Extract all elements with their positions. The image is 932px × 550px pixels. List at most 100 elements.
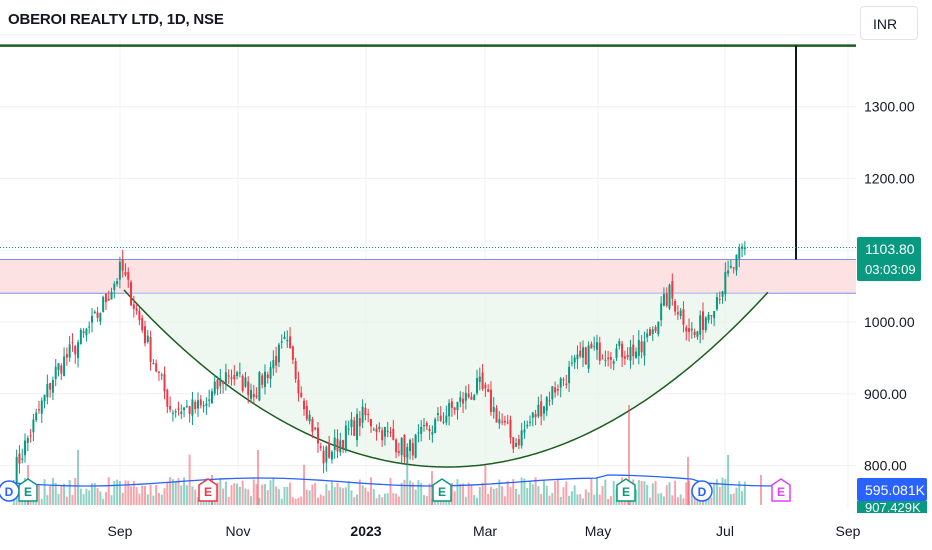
cup-fill (124, 290, 770, 467)
candle-body (258, 372, 261, 401)
candle-body (635, 351, 638, 358)
candle-body (180, 411, 183, 414)
volume-bar (344, 487, 347, 505)
volume-bar (660, 493, 663, 505)
candle-body (428, 428, 431, 432)
volume-bar (269, 480, 272, 505)
candle-body (333, 437, 336, 451)
candle-body (163, 374, 166, 392)
candle-body (537, 404, 540, 417)
candle-body (166, 389, 169, 407)
candle-body (735, 254, 738, 271)
candle-body (353, 420, 356, 436)
time-axis[interactable]: Sep Nov 2023 Mar May Jul Sep (108, 523, 861, 539)
volume-bar (548, 495, 551, 505)
volume-bar (654, 481, 657, 505)
candle-body (459, 397, 462, 402)
marker-letter: E (438, 485, 446, 499)
volume-bar (372, 489, 375, 505)
candle-body (297, 379, 300, 394)
volume-bar (280, 498, 283, 505)
candle-body (582, 347, 585, 358)
volume-bar (484, 465, 487, 505)
volume-bar (102, 498, 105, 505)
candle-body (205, 403, 208, 406)
volume-bar (258, 497, 261, 505)
candle-body (308, 414, 311, 422)
volume-bar (428, 483, 431, 505)
candle-body (406, 446, 409, 458)
candle-body (71, 342, 74, 344)
volume-bar (121, 492, 124, 505)
candle-body (473, 394, 476, 400)
volume-bar (369, 477, 372, 505)
cup-curve-line (123, 289, 769, 468)
candle-body (665, 293, 668, 306)
volume-bar (537, 486, 540, 505)
volume-bar (378, 494, 381, 505)
volume-bar (191, 486, 194, 505)
volume-bar (520, 477, 523, 505)
candle-body (289, 336, 292, 349)
currency-button[interactable]: INR (860, 6, 918, 40)
volume-bar (453, 491, 456, 505)
volume-bar (738, 481, 741, 505)
candle-body (682, 309, 685, 325)
volume-bar (300, 496, 303, 505)
price-tick-label: 1300.00 (864, 99, 915, 115)
candle-body (397, 451, 400, 453)
candle-body (718, 298, 721, 300)
earnings-marker: E (198, 478, 218, 502)
volume-bar (163, 488, 166, 505)
volume-bar (63, 483, 66, 505)
candle-body (85, 328, 88, 336)
volume-bar (77, 449, 80, 505)
candle-body (330, 451, 333, 460)
volume-bar (107, 477, 110, 505)
volume-spike (687, 457, 689, 505)
volume-bar (250, 496, 253, 505)
volume-bar (79, 488, 82, 505)
volume-spike (431, 471, 433, 505)
marker-shape (18, 478, 38, 502)
candle-body (724, 271, 727, 295)
volume-bar (99, 491, 102, 505)
volume-bar (688, 480, 691, 505)
candle-body (612, 361, 615, 364)
candle-body (202, 405, 205, 407)
candlesticks (12, 241, 746, 491)
last-price-value: 1103.80 (865, 241, 915, 257)
volume-bar (643, 481, 646, 505)
candle-body (344, 425, 347, 451)
candle-body (49, 382, 52, 390)
candle-body (551, 386, 554, 400)
candle-body (104, 293, 107, 303)
volume-bar (492, 488, 495, 505)
candle-body (199, 399, 202, 406)
candle-body (300, 392, 303, 397)
candle-body (414, 434, 417, 458)
candle-body (492, 406, 495, 412)
volume-bar (601, 485, 604, 505)
marker-letter: D (5, 485, 14, 499)
candle-body (584, 347, 587, 365)
volume-bar (375, 498, 378, 505)
volume-bar (498, 479, 501, 505)
candle-body (255, 395, 258, 397)
volume-bar (381, 497, 384, 505)
candle-body (336, 438, 339, 452)
volume-bar (710, 497, 713, 505)
candle-body (542, 406, 545, 414)
candle-body (662, 293, 665, 306)
volume-bar (358, 479, 361, 505)
volume-bar (138, 493, 141, 505)
candle-body (65, 354, 68, 358)
candle-body (693, 331, 696, 336)
candle-body (138, 310, 141, 321)
price-tick-label: 800.00 (864, 458, 907, 474)
volume-bar (124, 480, 127, 505)
price-tick-label: 900.00 (864, 386, 907, 402)
candle-body (696, 331, 699, 337)
time-tick-label: 2023 (350, 523, 381, 539)
